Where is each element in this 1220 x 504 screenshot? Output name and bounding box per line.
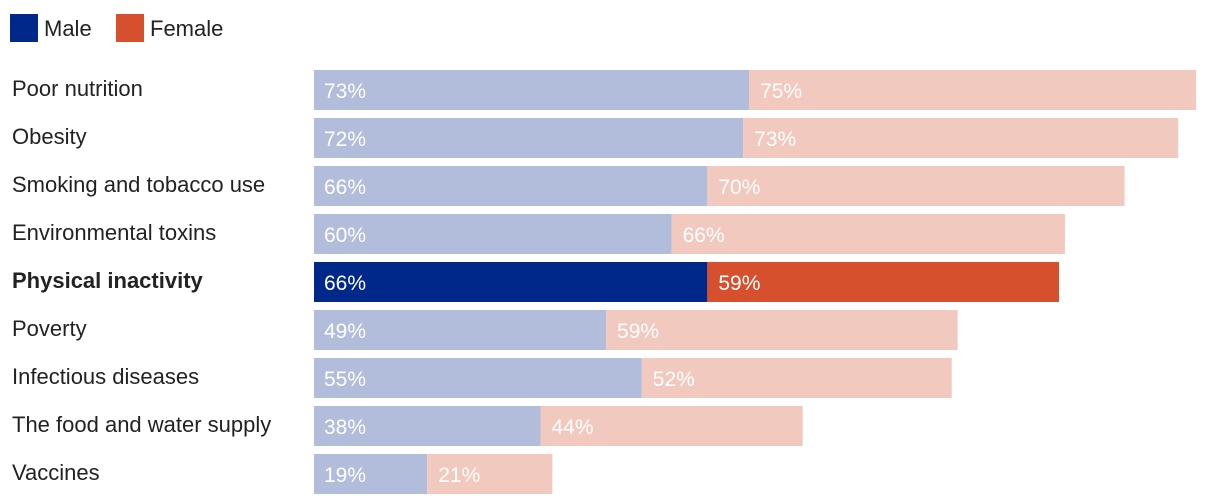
bar-female (707, 262, 1059, 302)
bar-row: Physical inactivity 66% 59% (12, 262, 1059, 302)
value-label-male: 19% (324, 464, 366, 487)
value-label-male: 72% (324, 128, 366, 151)
value-label-female: 73% (754, 128, 796, 151)
bar-female (606, 310, 958, 350)
legend-swatch-female (116, 14, 144, 42)
bar-male (314, 406, 541, 446)
value-label-male: 66% (324, 272, 366, 295)
value-label-male: 60% (324, 224, 366, 247)
value-label-male: 55% (324, 368, 366, 391)
bar-row: Environmental toxins 60% 66% (12, 214, 1065, 254)
value-label-female: 75% (760, 80, 802, 103)
bar-female (743, 118, 1179, 158)
value-label-male: 38% (324, 416, 366, 439)
bar-female (749, 70, 1197, 110)
bar-male (314, 118, 744, 158)
legend: Male Female (10, 14, 223, 42)
bar-female (427, 454, 553, 494)
bar-female (707, 166, 1125, 206)
category-label: Poor nutrition (12, 76, 143, 101)
category-label: Poverty (12, 316, 87, 341)
bar-row: Smoking and tobacco use 66% 70% (12, 166, 1125, 206)
bar-row: Obesity 72% 73% (12, 118, 1179, 158)
category-label: Infectious diseases (12, 364, 199, 389)
bar-row: Infectious diseases 55% 52% (12, 358, 952, 398)
category-label: Physical inactivity (12, 268, 204, 293)
bar-male (314, 70, 750, 110)
value-label-female: 66% (683, 224, 725, 247)
value-label-male: 73% (324, 80, 366, 103)
bar-male (314, 262, 708, 302)
bar-row: The food and water supply 38% 44% (12, 406, 803, 446)
bar-male (314, 358, 642, 398)
category-label: Vaccines (12, 460, 100, 485)
category-label: Obesity (12, 124, 87, 149)
value-label-female: 52% (653, 368, 695, 391)
bar-male (314, 214, 672, 254)
bar-row: Vaccines 19% 21% (12, 454, 553, 494)
bar-row: Poverty 49% 59% (12, 310, 958, 350)
bar-female (540, 406, 803, 446)
bar-male (314, 454, 428, 494)
bar-female (641, 358, 952, 398)
legend-label-female: Female (150, 16, 223, 41)
chart-rows: Poor nutrition 73% 75% Obesity 72% 73% Smoking… (12, 70, 1197, 494)
bar-row: Poor nutrition 73% 75% (12, 70, 1197, 110)
value-label-female: 21% (438, 464, 480, 487)
bar-female (671, 214, 1065, 254)
legend-label-male: Male (44, 16, 92, 41)
bar-male (314, 310, 607, 350)
value-label-male: 66% (324, 176, 366, 199)
category-label: The food and water supply (12, 412, 271, 437)
category-label: Smoking and tobacco use (12, 172, 265, 197)
legend-swatch-male (10, 14, 38, 42)
bar-male (314, 166, 708, 206)
value-label-female: 59% (617, 320, 659, 343)
value-label-female: 59% (718, 272, 760, 295)
value-label-female: 70% (718, 176, 760, 199)
value-label-female: 44% (551, 416, 593, 439)
category-label: Environmental toxins (12, 220, 216, 245)
value-label-male: 49% (324, 320, 366, 343)
